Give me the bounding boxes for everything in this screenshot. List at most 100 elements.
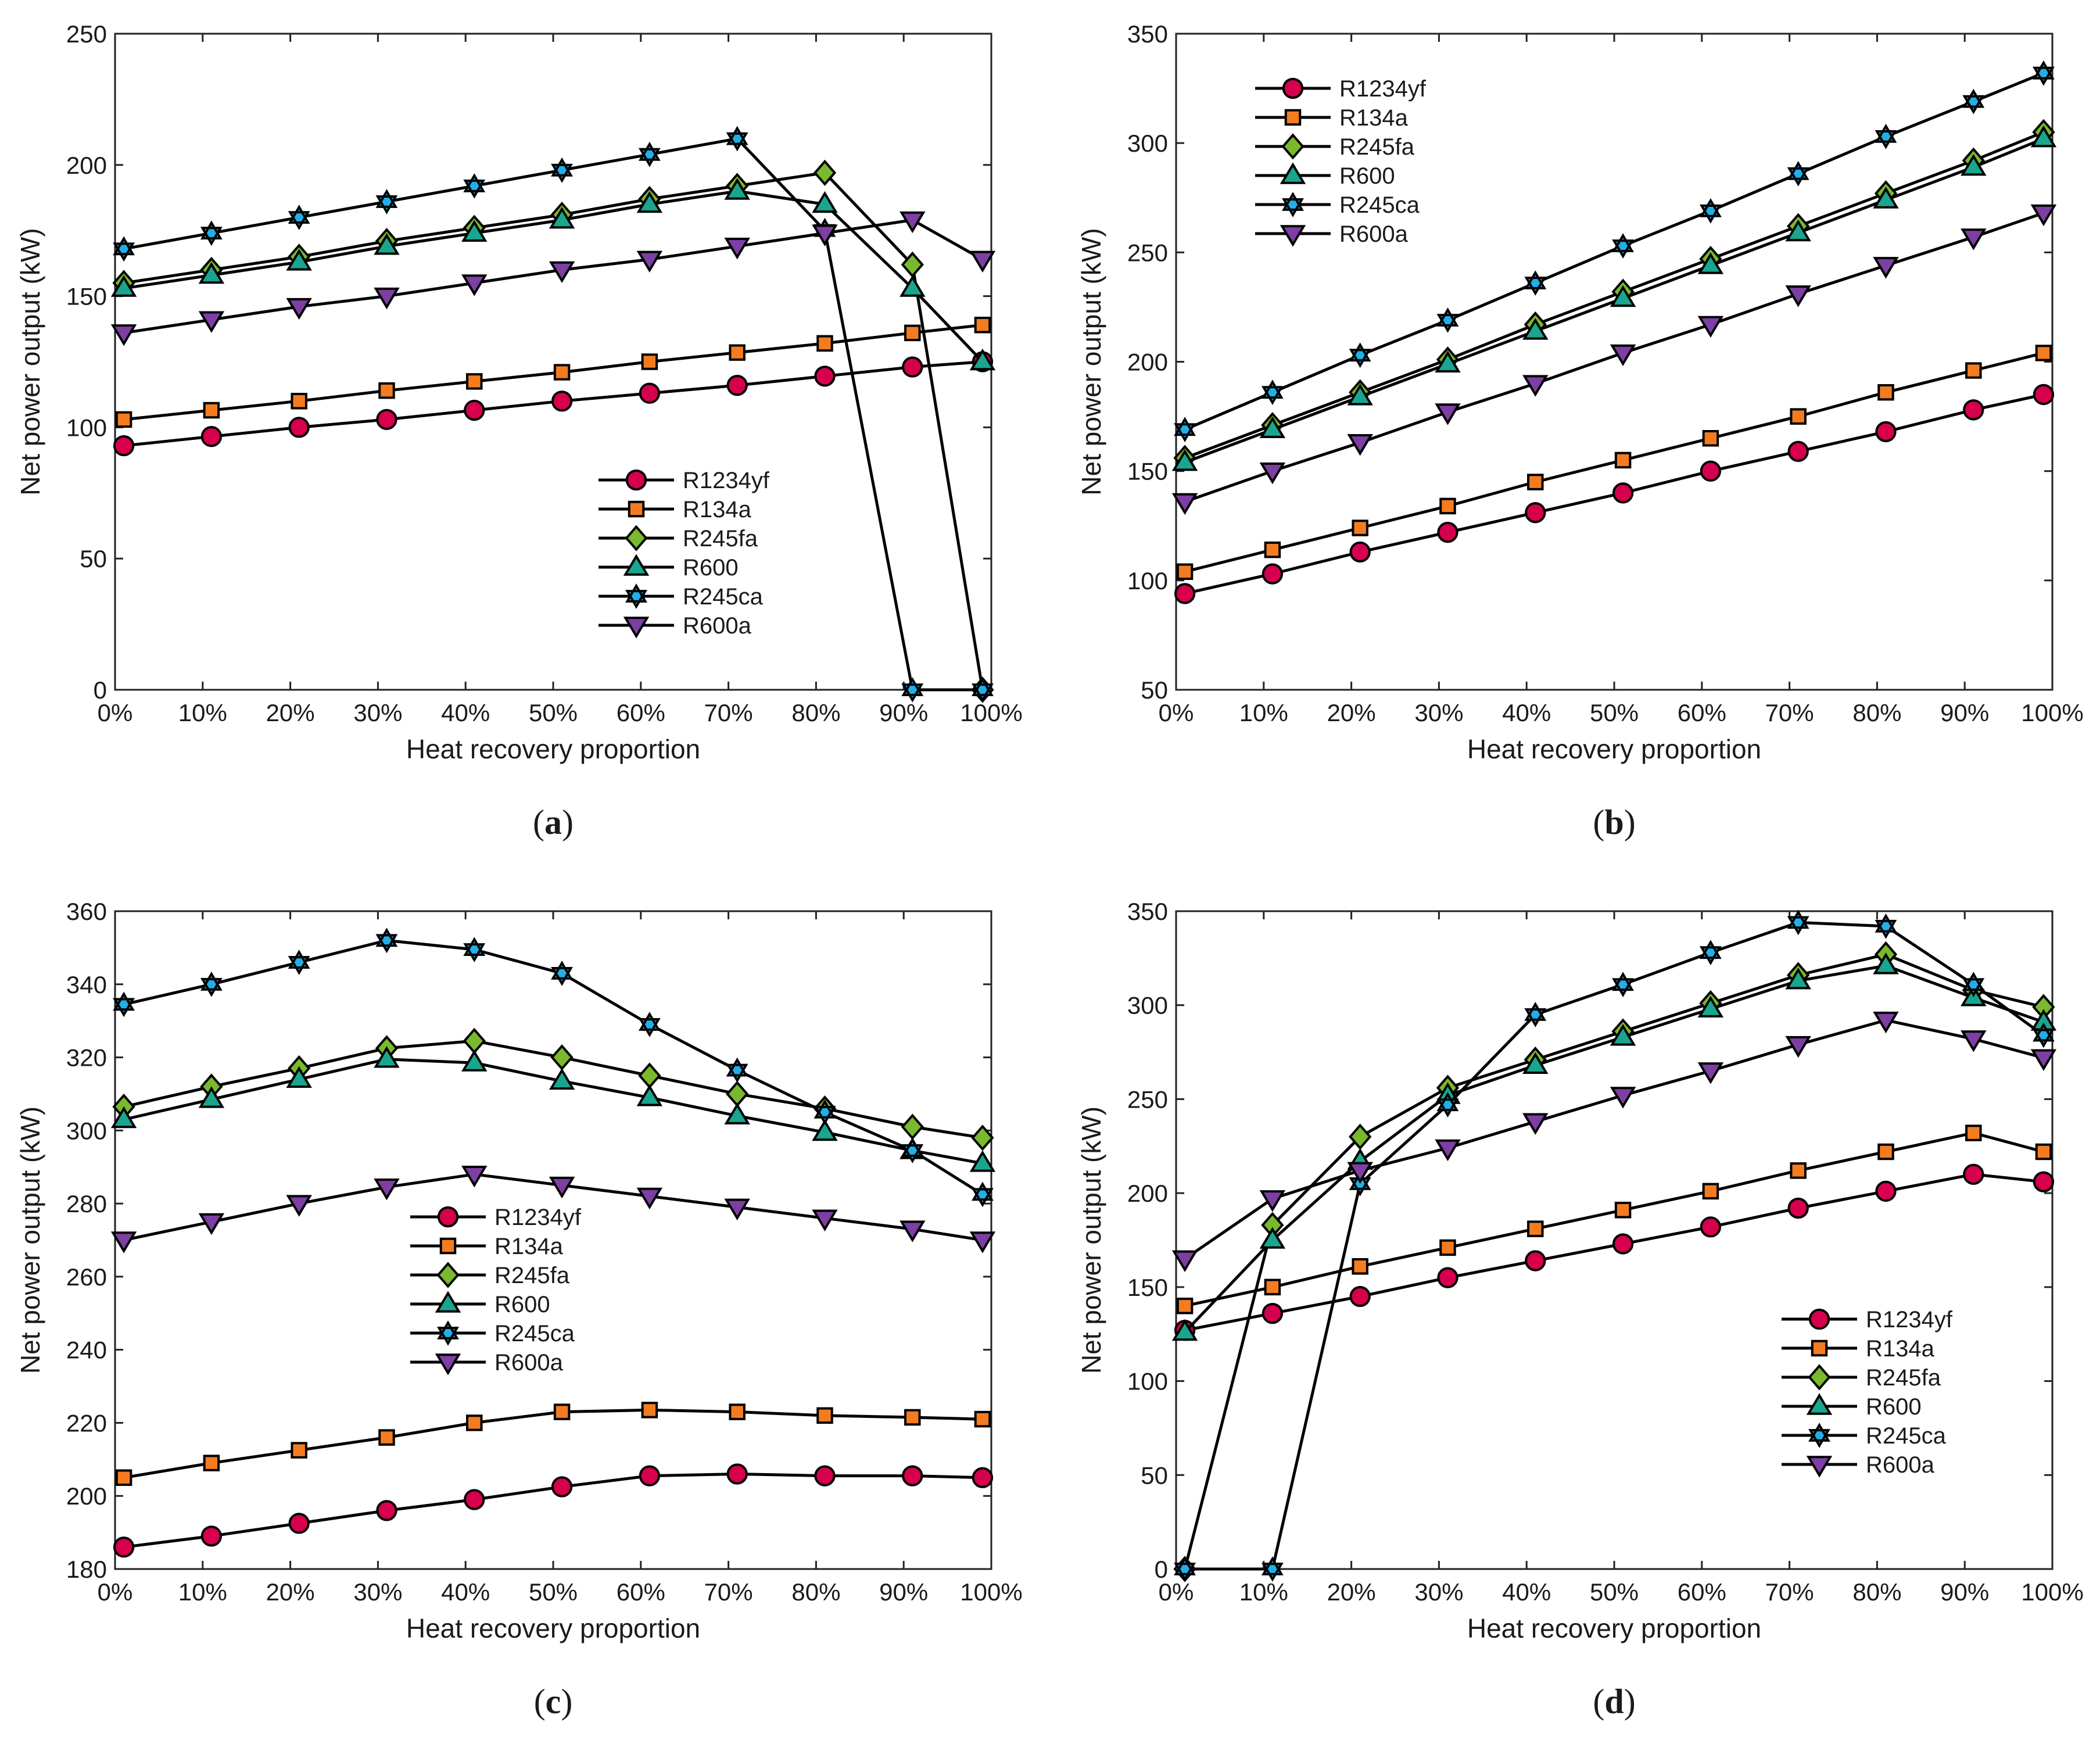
data-point-R134a: [641, 1402, 658, 1419]
data-point-R134a: [904, 324, 921, 342]
data-point-R600a: [724, 1198, 750, 1221]
legend-label: R245ca: [683, 584, 764, 610]
data-point-R600: [1873, 952, 1899, 975]
legend-marker-R134a: [439, 1237, 457, 1255]
panel-label: (a): [533, 803, 574, 841]
data-point-R245fa: [813, 159, 837, 186]
data-point-R1234yf: [2033, 1171, 2055, 1192]
data-point-R600: [1171, 449, 1198, 471]
data-point-R600a: [636, 250, 663, 273]
data-point-R600: [969, 348, 996, 371]
legend-label: R245ca: [494, 1321, 575, 1346]
data-point-R134a: [1702, 429, 1719, 447]
legend-label: R1234yf: [1866, 1307, 1953, 1333]
legend-marker-R1234yf: [1808, 1308, 1830, 1330]
panel-label: (d): [1593, 1682, 1635, 1721]
data-point-R134a: [641, 353, 658, 370]
data-point-R600a: [549, 1176, 575, 1199]
x-axis-label: Heat recovery proportion: [406, 1613, 700, 1643]
data-point-R245ca: [638, 141, 661, 167]
data-point-R1234yf: [726, 374, 748, 396]
data-point-R600: [812, 191, 838, 213]
data-point-R134a: [1614, 1202, 1632, 1219]
series-R600: [1171, 126, 2057, 471]
data-point-R1234yf: [726, 1463, 748, 1485]
data-point-R134a: [816, 335, 833, 352]
data-point-R600a: [1259, 462, 1286, 485]
data-point-R600: [1347, 384, 1373, 406]
data-point-R134a: [291, 393, 307, 410]
data-point-R600a: [1697, 1062, 1724, 1084]
data-point-R245ca: [1261, 1556, 1284, 1582]
data-point-R245ca: [551, 157, 573, 183]
legend: R1234yf R134a R245fa R600 R245ca R600a: [1782, 1307, 1953, 1478]
legend-label: R600: [1866, 1394, 1922, 1420]
x-axis-label: Heat recovery proportion: [1467, 734, 1761, 764]
data-point-R1234yf: [1349, 1285, 1371, 1308]
legend-marker-R134a: [628, 500, 645, 518]
data-point-R134a: [1790, 408, 1807, 425]
data-point-R600: [724, 178, 750, 200]
x-tick-label: 60%: [617, 1578, 665, 1606]
data-point-R134a: [2035, 1143, 2052, 1160]
x-tick-label: 40%: [1502, 699, 1551, 726]
legend-marker-R600: [1280, 162, 1306, 184]
series-R245ca: [113, 126, 994, 703]
data-point-R1234yf: [1174, 583, 1196, 604]
x-tick-label: 70%: [1765, 1578, 1814, 1606]
data-point-R600a: [461, 274, 488, 296]
data-point-R245ca: [1349, 342, 1371, 368]
legend-marker-R245fa: [625, 525, 648, 551]
series-R600a: [110, 211, 996, 346]
data-point-R600: [549, 207, 575, 229]
data-point-R134a: [466, 1414, 483, 1431]
data-point-R245ca: [814, 1099, 836, 1125]
data-point-R1234yf: [814, 366, 836, 387]
y-tick-label: 350: [1127, 20, 1168, 48]
data-point-R245ca: [2033, 60, 2055, 86]
legend-marker-R245ca: [625, 583, 647, 609]
data-point-R600: [1259, 416, 1286, 438]
data-point-R134a: [203, 402, 220, 419]
x-axis-label: Heat recovery proportion: [1467, 1613, 1761, 1643]
legend-marker-R245fa: [1281, 133, 1305, 160]
series-R134a: [115, 1402, 991, 1486]
legend-label: R1234yf: [683, 468, 770, 493]
data-point-R600a: [286, 1195, 312, 1217]
data-point-R1234yf: [376, 1500, 397, 1521]
legend-marker-R245ca: [1808, 1423, 1830, 1448]
data-point-R245ca: [1875, 913, 1897, 939]
data-point-R134a: [816, 1407, 833, 1424]
data-point-R245ca: [901, 1138, 924, 1163]
x-tick-label: 100%: [960, 1578, 1022, 1606]
legend-label: R245fa: [494, 1263, 570, 1288]
x-tick-label: 40%: [441, 699, 490, 726]
x-tick-label: 40%: [1502, 1578, 1551, 1606]
plot-frame: [114, 910, 992, 1570]
data-point-R600: [110, 275, 137, 297]
legend-marker-R1234yf: [1282, 77, 1304, 99]
plot-frame: [1175, 33, 2054, 691]
data-point-R1234yf: [639, 1465, 661, 1486]
data-point-R245ca: [1174, 1556, 1196, 1582]
x-tick-label: 50%: [1590, 1578, 1639, 1606]
data-point-R245ca: [551, 961, 573, 986]
data-point-R245ca: [726, 126, 748, 152]
data-point-R1234yf: [1525, 1250, 1546, 1271]
data-point-R1234yf: [288, 1513, 310, 1534]
x-tick-label: 0%: [1159, 699, 1194, 726]
data-point-R134a: [203, 1455, 220, 1471]
legend-marker-R600: [435, 1291, 461, 1313]
legend-label: R600a: [494, 1350, 564, 1376]
data-point-R1234yf: [814, 1465, 836, 1486]
data-point-R600a: [110, 1231, 137, 1253]
data-point-R600a: [1347, 1162, 1373, 1184]
data-point-R600: [374, 233, 400, 255]
data-point-R134a: [1439, 497, 1456, 515]
data-point-R134a: [378, 1429, 395, 1446]
legend-label: R600a: [683, 613, 752, 639]
data-point-R600a: [1435, 403, 1461, 425]
data-point-R245ca: [113, 991, 135, 1018]
legend-label: R245ca: [1866, 1423, 1947, 1449]
legend-marker-R134a: [1284, 109, 1302, 126]
